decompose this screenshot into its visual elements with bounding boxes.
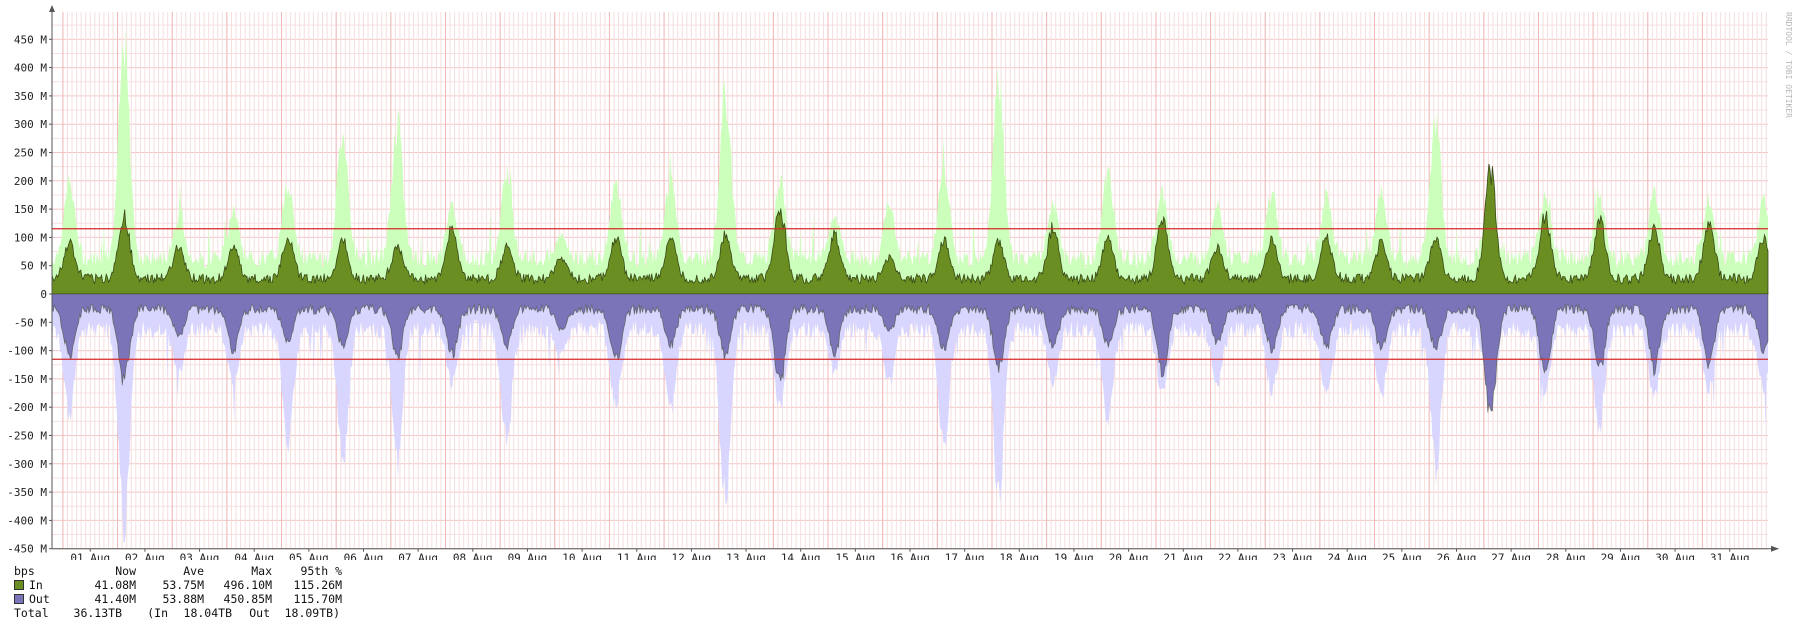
x-tick-label: 03 Aug [180, 552, 220, 560]
x-tick-label: 22 Aug [1218, 552, 1258, 560]
x-tick-label: 09 Aug [508, 552, 548, 560]
x-tick-label: 25 Aug [1382, 552, 1422, 560]
legend-out-now: 41.40M [94, 592, 136, 606]
legend-header-max: Max [251, 564, 272, 578]
y-tick-label: 400 M [14, 62, 47, 75]
y-tick-label: 250 M [14, 147, 47, 160]
y-tick-label: 200 M [14, 175, 47, 188]
x-tick-label: 07 Aug [398, 552, 438, 560]
x-tick-label: 14 Aug [781, 552, 821, 560]
legend-header-ave: Ave [183, 564, 204, 578]
legend-out-p95: 115.70M [293, 592, 342, 606]
x-tick-label: 12 Aug [672, 552, 712, 560]
x-tick-label: 19 Aug [1054, 552, 1094, 560]
y-tick-label: -50 M [14, 316, 47, 329]
legend-total-out: 18.09TB) [284, 606, 340, 620]
x-tick-label: 18 Aug [999, 552, 1039, 560]
x-tick-label: 29 Aug [1601, 552, 1641, 560]
legend: bps Now Ave Max 95th % In 41.08M 53.75M … [14, 564, 342, 620]
x-tick-label: 01 Aug [70, 552, 110, 560]
x-tick-label: 04 Aug [234, 552, 274, 560]
x-tick-label: 15 Aug [835, 552, 875, 560]
legend-name-in: In [29, 578, 43, 592]
x-tick-label: 05 Aug [289, 552, 329, 560]
legend-total-value: 36.13TB [73, 606, 122, 620]
y-tick-label: -350 M [7, 486, 47, 499]
y-axis-arrow [49, 5, 55, 12]
x-tick-label: 28 Aug [1546, 552, 1586, 560]
legend-out-max: 450.85M [223, 592, 272, 606]
legend-total-in: 18.04TB [183, 606, 232, 620]
legend-name-out: Out [29, 592, 50, 606]
legend-total-label: Total [14, 606, 49, 620]
x-tick-label: 24 Aug [1327, 552, 1367, 560]
x-tick-label: 08 Aug [453, 552, 493, 560]
y-tick-label: -150 M [7, 373, 47, 386]
x-tick-label: 31 Aug [1710, 552, 1750, 560]
y-tick-label: 150 M [14, 203, 47, 216]
legend-header-now: Now [115, 564, 136, 578]
x-tick-label: 17 Aug [945, 552, 985, 560]
y-axis-labels: 450 M 400 M 350 M 300 M 250 M 200 M 150 M 100 M… [7, 33, 52, 556]
x-tick-label: 06 Aug [344, 552, 384, 560]
legend-header: bps Now Ave Max 95th % [14, 564, 342, 578]
x-tick-label: 21 Aug [1163, 552, 1203, 560]
legend-out-ave: 53.88M [162, 592, 204, 606]
legend-in-ave: 53.75M [162, 578, 204, 592]
x-tick-label: 13 Aug [726, 552, 766, 560]
legend-in-p95: 115.26M [293, 578, 342, 592]
x-tick-label: 27 Aug [1491, 552, 1531, 560]
legend-total: Total 36.13TB (In 18.04TB Out 18.09TB) [14, 606, 342, 620]
legend-unit: bps [14, 564, 35, 578]
y-tick-label: 350 M [14, 90, 47, 103]
x-tick-label: 20 Aug [1109, 552, 1149, 560]
traffic-chart: 450 M 400 M 350 M 300 M 250 M 200 M 150 M 100 M… [7, 5, 1793, 560]
legend-swatch-in [14, 580, 24, 590]
x-tick-label: 16 Aug [890, 552, 930, 560]
x-axis-labels: 01 Aug 02 Aug 03 Aug 04 Aug 05 Aug 06 Aug 07 A… [70, 548, 1750, 560]
x-axis-arrow [1771, 545, 1779, 552]
y-tick-label: 100 M [14, 231, 47, 244]
avg-areas [51, 163, 1769, 413]
x-tick-label: 02 Aug [125, 552, 165, 560]
series-out-area [51, 293, 1769, 413]
y-tick-label: -300 M [7, 458, 47, 471]
y-tick-label: -400 M [7, 514, 47, 527]
y-tick-label: 450 M [14, 33, 47, 46]
y-tick-label: 300 M [14, 118, 47, 131]
legend-row-in: In 41.08M 53.75M 496.10M 115.26M [14, 578, 342, 592]
x-tick-label: 30 Aug [1655, 552, 1695, 560]
legend-header-p95: 95th % [300, 564, 342, 578]
legend-total-in-label: (In [147, 606, 168, 620]
legend-total-out-label: Out [249, 606, 270, 620]
y-tick-label: -200 M [7, 401, 47, 414]
x-tick-label: 23 Aug [1273, 552, 1313, 560]
y-tick-label: -250 M [7, 430, 47, 443]
legend-row-out: Out 41.40M 53.88M 450.85M 115.70M [14, 592, 342, 606]
x-tick-label: 26 Aug [1437, 552, 1477, 560]
legend-in-max: 496.10M [223, 578, 272, 592]
x-tick-label: 10 Aug [562, 552, 602, 560]
x-tick-label: 11 Aug [617, 552, 657, 560]
chart-axes [49, 5, 1779, 552]
legend-swatch-out [14, 594, 24, 604]
y-tick-label: -450 M [7, 543, 47, 556]
y-tick-label: 0 [40, 288, 47, 301]
watermark: RRDTOOL / TOBI OETIKER [1784, 12, 1793, 118]
percentile-lines [52, 228, 1768, 360]
series-in-area [51, 163, 1769, 295]
legend-in-now: 41.08M [94, 578, 136, 592]
y-tick-label: 50 M [21, 260, 48, 273]
y-tick-label: -100 M [7, 345, 47, 358]
